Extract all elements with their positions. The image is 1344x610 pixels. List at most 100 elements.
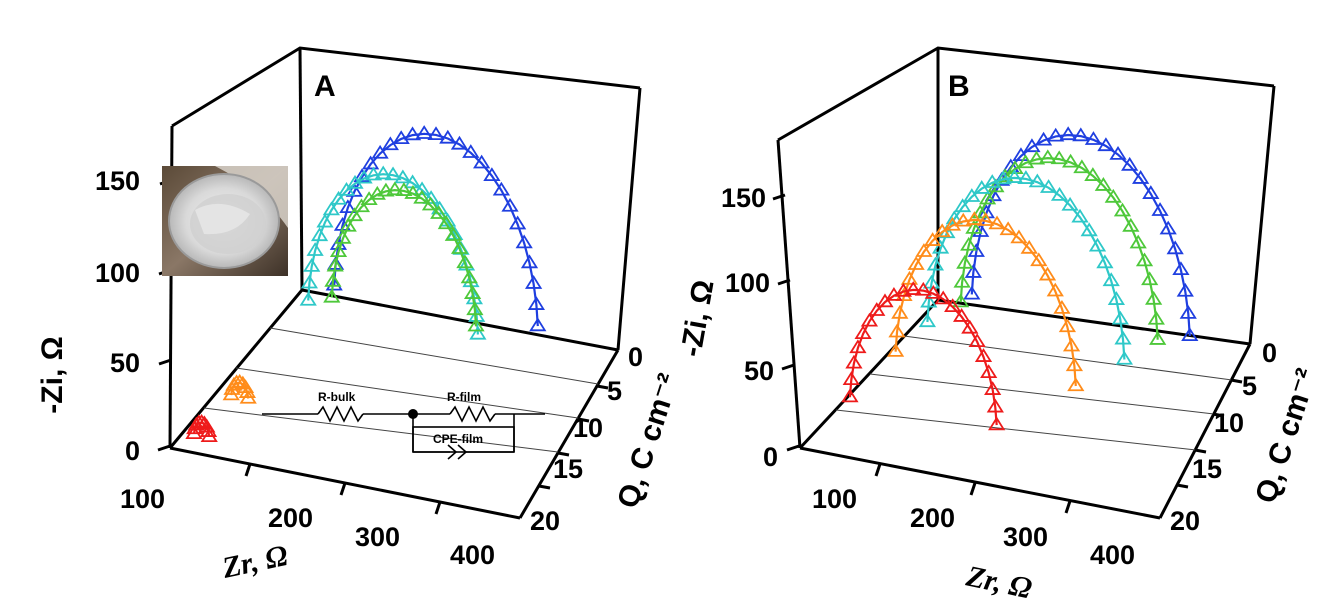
data-point-marker bbox=[1017, 170, 1035, 184]
data-point-marker bbox=[444, 227, 462, 241]
floor-left-b bbox=[798, 298, 940, 450]
data-point-marker bbox=[1149, 331, 1167, 345]
data-point-marker bbox=[1172, 261, 1190, 276]
data-point-marker bbox=[1109, 145, 1127, 160]
data-point-marker bbox=[1071, 208, 1089, 223]
x-axis-label: Zr, Ω bbox=[963, 559, 1035, 605]
data-point-marker bbox=[965, 220, 983, 234]
x-tick-label: 400 bbox=[450, 540, 495, 570]
data-point-marker bbox=[325, 276, 343, 291]
data-point-marker bbox=[926, 256, 945, 271]
data-point-marker bbox=[961, 319, 979, 334]
data-point-marker bbox=[394, 169, 412, 184]
data-point-marker bbox=[915, 243, 933, 257]
data-point-marker bbox=[413, 181, 431, 196]
data-point-marker bbox=[1084, 131, 1103, 145]
data-point-marker bbox=[450, 240, 469, 254]
data-point-marker bbox=[983, 174, 1001, 188]
z-tick-label: 5 bbox=[607, 376, 622, 406]
data-point-marker bbox=[460, 269, 478, 284]
tick-mark bbox=[577, 417, 590, 423]
data-point-marker bbox=[1005, 169, 1024, 183]
data-point-marker bbox=[326, 257, 344, 272]
data-point-marker bbox=[907, 256, 925, 270]
data-point-marker bbox=[529, 317, 547, 332]
data-point-marker bbox=[1039, 179, 1058, 193]
data-point-marker bbox=[515, 234, 533, 249]
data-point-marker bbox=[984, 381, 1002, 395]
data-point-marker bbox=[1122, 217, 1140, 232]
y-tick-label: 50 bbox=[744, 356, 774, 386]
data-point-marker bbox=[1088, 237, 1107, 252]
data-point-marker bbox=[527, 296, 545, 310]
grid-line bbox=[203, 407, 559, 453]
z-tick-label: 15 bbox=[1192, 454, 1222, 484]
data-point-marker bbox=[316, 213, 334, 228]
data-point-marker bbox=[310, 227, 329, 242]
x-tick-label: 400 bbox=[1090, 540, 1135, 570]
data-point-marker bbox=[1080, 222, 1098, 237]
data-point-marker bbox=[1061, 153, 1080, 168]
data-point-marker bbox=[1145, 290, 1163, 305]
tick-mark bbox=[596, 384, 609, 390]
data-point-marker bbox=[1094, 177, 1112, 191]
series-line bbox=[894, 218, 1077, 387]
data-point-marker bbox=[353, 168, 371, 183]
data-point-marker bbox=[225, 376, 243, 391]
grid-line bbox=[235, 367, 579, 419]
axis-vertical-front-b bbox=[776, 139, 802, 449]
data-point-marker bbox=[841, 388, 859, 403]
series-line bbox=[330, 188, 478, 327]
data-point-marker bbox=[968, 333, 986, 348]
tick-mark bbox=[557, 451, 570, 457]
data-point-marker bbox=[483, 167, 501, 182]
data-point-marker bbox=[339, 199, 357, 214]
data-point-marker bbox=[1034, 131, 1053, 146]
data-point-marker bbox=[1053, 299, 1071, 314]
data-point-marker bbox=[374, 165, 392, 180]
data-point-marker bbox=[999, 221, 1017, 236]
data-point-marker bbox=[1059, 126, 1077, 141]
data-point-marker bbox=[439, 129, 457, 144]
data-point-marker bbox=[1061, 196, 1079, 211]
data-point-marker bbox=[1113, 202, 1132, 217]
data-point-marker bbox=[1047, 127, 1065, 142]
x-tick-label: 100 bbox=[812, 484, 857, 514]
data-point-marker bbox=[200, 428, 218, 443]
tick-mark bbox=[772, 193, 786, 201]
data-point-marker bbox=[1121, 156, 1139, 171]
data-point-marker bbox=[384, 166, 402, 181]
data-point-marker bbox=[894, 282, 913, 297]
data-point-marker bbox=[1050, 186, 1069, 201]
data-point-marker bbox=[1129, 234, 1147, 249]
floor-back-a bbox=[301, 288, 619, 352]
z-tick-label: 5 bbox=[1242, 371, 1257, 401]
axis-vertical-right-a bbox=[616, 87, 642, 351]
data-point-marker bbox=[1115, 350, 1134, 365]
data-point-marker bbox=[988, 215, 1006, 230]
data-point-marker bbox=[891, 304, 909, 319]
tick-mark bbox=[157, 444, 171, 452]
data-point-marker bbox=[199, 423, 218, 437]
data-point-marker bbox=[231, 373, 249, 388]
data-point-marker bbox=[918, 313, 937, 328]
data-point-marker bbox=[395, 182, 413, 196]
z-tick-label: 20 bbox=[1170, 506, 1200, 536]
panel-b: 150 100 50 0 -Zi, Ω 100 200 300 400 Zr, … bbox=[675, 46, 1324, 606]
tick-mark bbox=[1212, 412, 1225, 418]
data-point-marker bbox=[238, 384, 257, 398]
data-point-marker bbox=[1038, 266, 1057, 281]
data-point-marker bbox=[924, 284, 942, 299]
data-point-marker bbox=[1151, 202, 1169, 216]
data-point-marker bbox=[1020, 239, 1038, 254]
data-point-marker bbox=[469, 325, 487, 340]
x-tick-label: 100 bbox=[120, 484, 165, 514]
data-point-marker bbox=[456, 254, 474, 269]
y-tick-label: 150 bbox=[95, 166, 140, 196]
y-tick-label: 0 bbox=[125, 436, 140, 466]
data-point-marker bbox=[520, 254, 539, 269]
data-point-marker bbox=[904, 281, 922, 295]
z-tick-label: 0 bbox=[628, 342, 643, 372]
data-point-marker bbox=[361, 155, 380, 170]
data-point-marker bbox=[1084, 167, 1102, 181]
